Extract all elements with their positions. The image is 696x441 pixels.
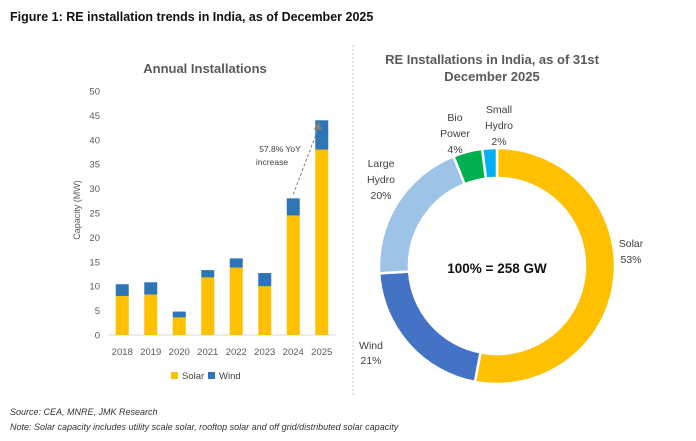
bar-solar-2024 xyxy=(286,215,300,335)
x-tick-label: 2020 xyxy=(169,347,190,358)
donut-center-label: 100% = 258 GW xyxy=(447,261,547,276)
slice-pct-large-hydro: 20% xyxy=(370,190,391,202)
x-axis-ticks: 2018 2019 2020 2021 2022 2023 2024 2025 xyxy=(112,347,333,358)
y-tick-label: 20 xyxy=(89,233,100,244)
figure-title: Figure 1: RE installation trends in Indi… xyxy=(10,10,374,24)
bar-solar-2025 xyxy=(315,149,329,335)
x-tick-label: 2019 xyxy=(140,347,161,358)
x-tick-label: 2025 xyxy=(311,347,332,358)
slice-label-large-hydro-line-2: Hydro xyxy=(367,174,395,186)
x-tick-label: 2022 xyxy=(226,347,247,358)
annotation-text-line-1: 57.8% YoY xyxy=(259,144,301,154)
slice-label-bio-power-line-2: Power xyxy=(440,128,470,140)
bar-wind-2022 xyxy=(229,258,243,268)
bar-wind-2023 xyxy=(258,273,272,287)
y-tick-label: 45 xyxy=(89,111,100,122)
bar-wind-2024 xyxy=(286,198,300,216)
annotation-text-line-2: increase xyxy=(256,157,288,167)
donut-chart: RE Installations in India, as of 31st De… xyxy=(359,52,644,386)
slice-label-bio-power-line-1: Bio xyxy=(447,112,462,124)
bar-solar-2018 xyxy=(115,295,129,335)
donut-slice-solar xyxy=(473,146,617,386)
bar-wind-2021 xyxy=(201,270,215,278)
donut-title-line-1: RE Installations in India, as of 31st xyxy=(385,52,599,67)
y-tick-label: 10 xyxy=(89,282,100,293)
bar-solar-2022 xyxy=(229,267,243,335)
x-tick-label: 2021 xyxy=(197,347,218,358)
bar-wind-2018 xyxy=(115,284,129,296)
slice-pct-bio-power: 4% xyxy=(447,144,462,156)
y-tick-label: 15 xyxy=(89,257,100,268)
x-tick-label: 2024 xyxy=(283,347,304,358)
legend-label-solar: Solar xyxy=(182,371,204,382)
y-tick-label: 0 xyxy=(95,331,100,342)
donut-slice-small-hydro xyxy=(480,146,499,181)
bar-chart: Annual Installations Capacity (MW) 0 5 10 1… xyxy=(72,61,336,382)
y-tick-label: 50 xyxy=(89,87,100,98)
slice-pct-solar: 53% xyxy=(620,254,641,266)
y-axis-ticks: 0 5 10 15 20 25 30 35 40 45 50 xyxy=(89,87,100,342)
legend-swatch-wind xyxy=(208,372,215,379)
x-tick-label: 2018 xyxy=(112,347,133,358)
bar-wind-2019 xyxy=(144,282,158,295)
bar-chart-title: Annual Installations xyxy=(143,61,267,76)
y-tick-label: 35 xyxy=(89,160,100,171)
legend-label-wind: Wind xyxy=(219,371,241,382)
slice-label-small-hydro-line-1: Small xyxy=(486,104,512,116)
yoy-annotation: 57.8% YoY increase xyxy=(256,121,322,195)
annotation-arrow-line xyxy=(292,127,320,195)
donut-slices xyxy=(377,146,617,386)
slice-label-solar: Solar xyxy=(619,238,644,250)
slice-label-small-hydro-line-2: Hydro xyxy=(485,120,513,132)
bar-legend: Solar Wind xyxy=(171,371,241,382)
bar-solar-2023 xyxy=(258,286,272,335)
y-tick-label: 30 xyxy=(89,184,100,195)
bar-solar-2019 xyxy=(144,294,158,335)
donut-slice-wind xyxy=(377,270,482,384)
y-tick-label: 25 xyxy=(89,209,100,220)
bar-solar-2020 xyxy=(172,317,186,335)
legend-swatch-solar xyxy=(171,372,178,379)
y-tick-label: 40 xyxy=(89,135,100,146)
y-tick-label: 5 xyxy=(95,306,100,317)
source-note: Source: CEA, MNRE, JMK Research xyxy=(10,407,158,417)
y-axis-label: Capacity (MW) xyxy=(72,180,82,240)
x-tick-label: 2023 xyxy=(254,347,275,358)
slice-label-large-hydro-line-1: Large xyxy=(368,158,395,170)
annotation-arrowhead xyxy=(313,121,322,131)
footnote: Note: Solar capacity includes utility sc… xyxy=(10,422,399,432)
donut-title-line-2: December 2025 xyxy=(444,69,539,84)
slice-pct-small-hydro: 2% xyxy=(491,136,506,148)
slice-pct-wind: 21% xyxy=(360,355,381,367)
slice-label-wind: Wind xyxy=(359,340,383,352)
bar-solar-2021 xyxy=(201,277,215,335)
bar-wind-2020 xyxy=(172,311,186,318)
